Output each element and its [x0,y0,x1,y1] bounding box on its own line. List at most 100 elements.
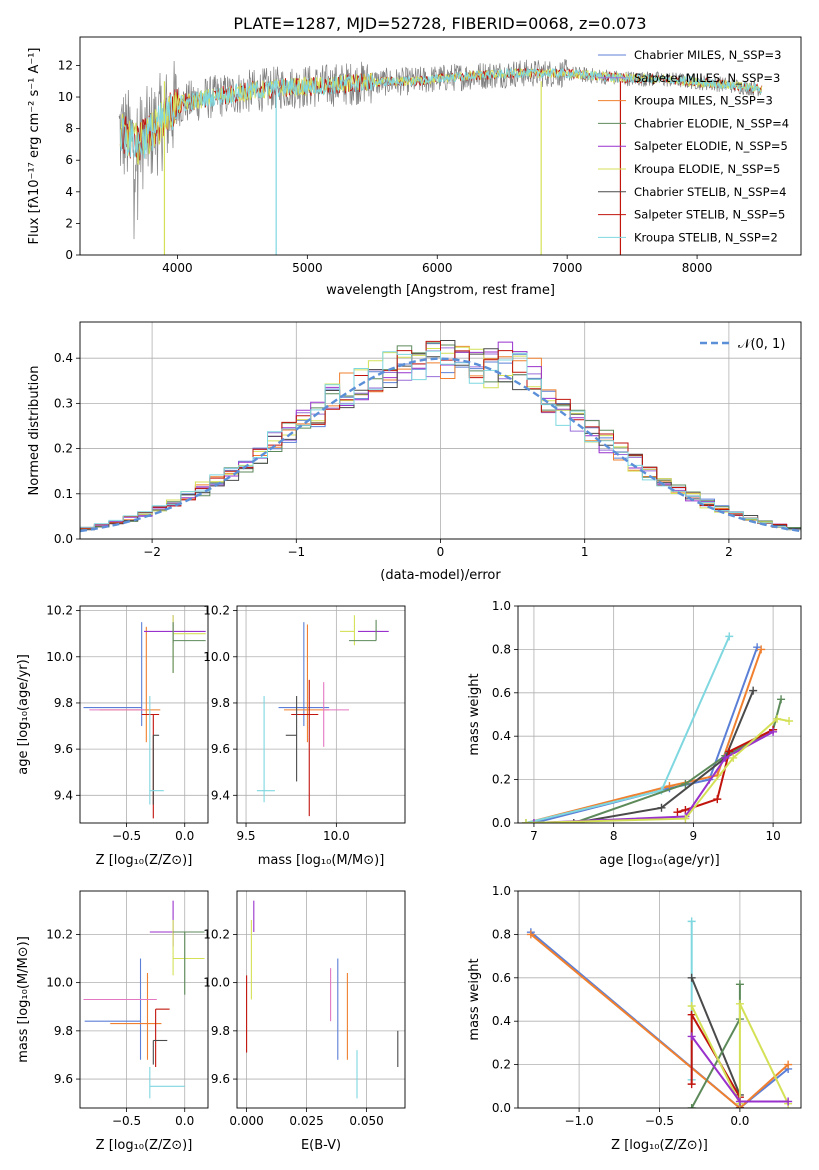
legend-label: Salpeter STELIB, N_SSP=5 [634,208,785,222]
axes-frame [517,605,802,824]
mass-weight-line [573,690,755,823]
legend-label: Chabrier STELIB, N_SSP=4 [634,185,786,199]
legend-label: Salpeter ELODIE, N_SSP=5 [634,139,788,153]
plot-area [526,917,793,1108]
error-bar-point [110,972,162,1060]
y-tick-label: 12 [58,58,73,72]
x-tick-label: 7000 [552,261,583,275]
y-tick-label: 2 [65,216,73,230]
axes-frame [236,605,406,824]
error-bar-point [173,931,205,995]
y-tick-label: 9.6 [211,1072,230,1086]
legend-label: Chabrier ELODIE, N_SSP=4 [634,116,789,130]
y-axis-label: age [log₁₀(age/yr)] [16,654,31,775]
y-tick-label: 10 [58,90,73,104]
mass-weight-marker [784,1097,793,1106]
x-tick-label: 5000 [292,261,323,275]
y-tick-label: 0 [65,248,73,262]
mass-weight-marker [735,1097,744,1106]
y-tick-label: 1.0 [492,884,511,898]
y-tick-label: 0.4 [492,729,511,743]
x-tick-label: 1 [581,545,589,559]
y-tick-label: 10.2 [203,604,230,618]
x-axis-label: E(B-V) [301,1138,341,1153]
mass-weight-marker [777,695,786,704]
y-axis-label: Normed distribution [27,366,42,496]
x-tick-label: 9 [690,829,698,843]
error-bar-point [172,622,206,673]
axes-frame [517,890,802,1109]
y-tick-label: 4 [65,185,73,199]
legend-entry: Salpeter MILES, N_SSP=3 [598,71,780,85]
y-tick-label: 0.2 [54,442,73,456]
x-axis-label: (data-model)/error [380,568,501,583]
mass-weight-vs-age-panel: 7 8 9 10 0.0 0.2 0.4 0.6 0.8 1.0 age [log₁₀(age/yr… [467,599,802,868]
axes-frame [79,605,209,824]
mass-weight-line [530,933,789,1108]
mass-weight-marker [757,645,766,654]
error-bar-point [291,679,319,817]
error-bar-point [149,696,164,805]
x-tick-label: 0.025 [289,1114,323,1128]
mass-weight-marker [673,808,682,817]
x-tick-label: 8 [610,829,618,843]
y-tick-label: 0.6 [492,971,511,985]
y-tick-label: 10.0 [46,650,73,664]
legend-entry: Chabrier ELODIE, N_SSP=4 [598,116,789,130]
mass-weight-marker [769,727,778,736]
legend-entry: Chabrier STELIB, N_SSP=4 [598,185,786,199]
x-axis-label: Z [log₁₀(Z/Z⊙)] [96,1138,193,1153]
mass-weight-marker [687,917,696,926]
y-tick-label: 0.0 [54,532,73,546]
age-vs-mass-panel: 9.5 10.0 9.4 9.6 9.8 10.0 10.2 mass [log₁₀(M/M⊙… [203,604,406,868]
y-tick-label: 10.0 [203,650,230,664]
mass-vs-ebv-panel: 0.000 0.025 0.050 9.6 9.8 10.0 10.2 E(B-V) [203,890,406,1153]
legend-label: 𝒩(0, 1) [738,337,785,352]
mass-weight-marker [713,795,722,804]
mass-weight-marker [521,819,530,823]
y-tick-label: 0.0 [492,1101,511,1115]
mass-weight-vs-metallicity-panel: −1.0 −0.5 0.0 0.0 0.2 0.4 0.6 0.8 1.0 Z [log₁₀(Z/… [467,884,802,1153]
y-tick-label: 9.6 [54,742,73,756]
x-axis-label: age [log₁₀(age/yr)] [599,853,720,868]
y-tick-label: 1.0 [492,599,511,613]
error-bar-point [285,696,298,782]
legend-label: Chabrier MILES, N_SSP=3 [634,48,781,62]
mass-weight-marker [725,747,734,756]
y-tick-label: 10.0 [46,976,73,990]
x-axis-label: mass [log₁₀(M/M⊙)] [258,853,385,868]
error-bar-point [152,1039,168,1065]
y-axis-label: mass weight [467,673,482,755]
mass-weight-marker [735,999,744,1008]
mass-weight-marker [735,980,744,989]
mass-weight-marker [687,973,696,982]
legend-entry: Kroupa STELIB, N_SSP=2 [598,230,778,244]
mass-weight-marker [657,803,666,812]
y-tick-label: 0.6 [492,686,511,700]
residual-histogram [80,350,801,532]
plot-area [80,340,801,533]
error-bar-point [149,1067,185,1099]
y-tick-label: 9.6 [54,1072,73,1086]
mass-weight-marker [687,1080,696,1089]
x-tick-label: 7 [530,829,538,843]
y-tick-label: 8 [65,122,73,136]
x-axis-label: Z [log₁₀(Z/Z⊙)] [96,853,193,868]
normal-curve [80,357,801,533]
x-tick-label: 0.0 [175,829,194,843]
y-tick-label: 0.2 [492,1058,511,1072]
y-tick-label: 0.3 [54,396,73,410]
axes-frame [79,321,802,540]
plot-area [246,900,399,1099]
mass-weight-line [530,931,789,1108]
error-bar-point [83,622,143,727]
mass-weight-marker [687,1104,696,1108]
residual-histogram-panel: −2 −1 0 1 2 0.0 0.1 0.2 0.3 0.4 𝒩(0, 1) (data-model… [27,321,802,583]
legend-label: Kroupa STELIB, N_SSP=2 [634,230,778,244]
axes-frame [79,36,802,256]
legend-label: Salpeter MILES, N_SSP=3 [634,71,780,85]
plot-area [83,615,206,819]
x-tick-label: 8000 [682,261,713,275]
x-tick-label: 0 [437,545,445,559]
legend-entry: Chabrier MILES, N_SSP=3 [598,48,781,62]
